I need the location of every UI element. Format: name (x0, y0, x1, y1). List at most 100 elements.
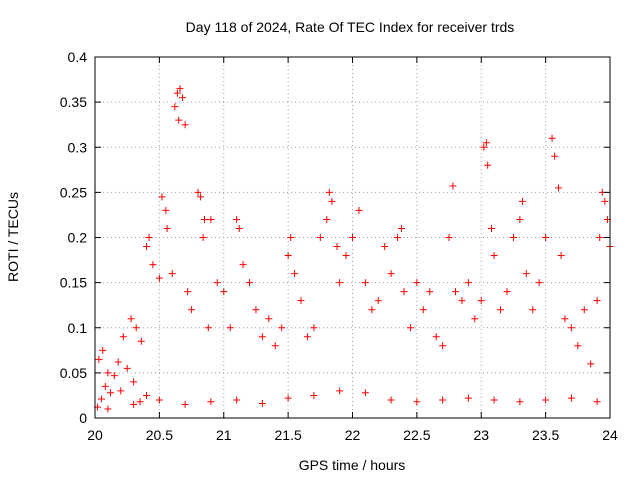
data-point (449, 182, 457, 190)
data-point (179, 94, 187, 102)
data-point (143, 391, 150, 399)
data-point (104, 369, 112, 377)
data-point (596, 234, 604, 241)
data-point (593, 297, 601, 305)
data-point (95, 355, 103, 363)
data-point (394, 234, 402, 241)
data-point (361, 279, 369, 287)
data-point (484, 161, 492, 169)
data-point (445, 234, 453, 241)
data-point (258, 333, 266, 341)
y-tick-label: 0.15 (60, 275, 87, 291)
data-point (413, 279, 421, 287)
data-point (117, 387, 125, 395)
data-point (246, 279, 253, 287)
y-tick-label: 0 (79, 410, 87, 426)
data-point (207, 215, 215, 223)
data-point (99, 346, 107, 354)
data-point (529, 306, 537, 314)
data-point (458, 297, 466, 305)
data-point (220, 288, 228, 296)
data-point (278, 324, 286, 332)
data-point (149, 261, 157, 269)
chart-title: Day 118 of 2024, Rate Of TEC Index for r… (186, 19, 515, 35)
y-tick-label: 0.4 (68, 49, 88, 65)
data-point (284, 252, 292, 260)
data-point (132, 324, 140, 332)
data-point (439, 396, 447, 404)
x-tick-label: 20.5 (146, 427, 173, 443)
y-tick-label: 0.1 (68, 320, 88, 336)
data-point (143, 243, 150, 251)
data-point (127, 315, 135, 323)
data-point (518, 197, 526, 205)
data-point (200, 215, 208, 223)
data-point (400, 288, 408, 296)
data-point (316, 234, 324, 241)
data-point (119, 333, 127, 341)
x-tick-label: 23.5 (532, 427, 559, 443)
y-tick-label: 0.3 (68, 139, 88, 155)
data-point (542, 234, 550, 241)
data-point (265, 315, 273, 323)
data-point (336, 279, 344, 287)
data-point (480, 143, 488, 151)
data-point (97, 395, 105, 403)
data-point (368, 306, 376, 314)
data-point (213, 279, 221, 287)
data-point (184, 288, 192, 296)
data-point (130, 400, 138, 408)
data-point (516, 215, 524, 223)
data-point (557, 252, 565, 260)
data-point (567, 324, 575, 332)
data-point (310, 391, 318, 399)
data-point (587, 360, 595, 368)
data-point (162, 206, 170, 214)
data-point (101, 382, 109, 390)
x-tick-label: 20 (87, 427, 103, 443)
data-point (333, 243, 341, 251)
data-point (516, 398, 524, 406)
data-point (114, 358, 122, 366)
x-tick-label: 21.5 (275, 427, 302, 443)
data-point (323, 215, 331, 223)
data-point (503, 288, 511, 296)
data-point (464, 394, 472, 402)
data-point (522, 270, 530, 278)
data-point (439, 342, 447, 350)
data-point (204, 324, 212, 332)
data-point (199, 234, 207, 241)
data-point (477, 297, 485, 305)
data-point (509, 234, 517, 241)
data-point (291, 270, 299, 278)
y-tick-label: 0.2 (68, 230, 88, 246)
data-point (419, 306, 427, 314)
data-point (432, 333, 440, 341)
data-point (303, 333, 311, 341)
data-point (374, 297, 382, 305)
data-point (194, 188, 202, 196)
data-point (349, 234, 356, 241)
data-point (551, 152, 559, 160)
data-point (163, 224, 171, 232)
data-point (413, 398, 421, 406)
y-axis-label: ROTI / TECUs (5, 192, 21, 282)
x-tick-label: 24 (602, 427, 618, 443)
data-point (188, 306, 196, 314)
data-point (197, 193, 205, 201)
data-point (555, 184, 562, 192)
y-tick-label: 0.05 (60, 365, 87, 381)
data-point (181, 121, 189, 129)
data-point (406, 324, 414, 332)
y-tick-label: 0.35 (60, 94, 87, 110)
x-axis-label: GPS time / hours (299, 457, 406, 473)
data-point (235, 224, 243, 232)
data-point (497, 306, 505, 314)
data-point (271, 342, 279, 350)
data-point (258, 400, 266, 408)
data-point (490, 396, 498, 404)
data-point (397, 224, 405, 232)
data-point (325, 188, 333, 196)
data-point (284, 394, 292, 402)
